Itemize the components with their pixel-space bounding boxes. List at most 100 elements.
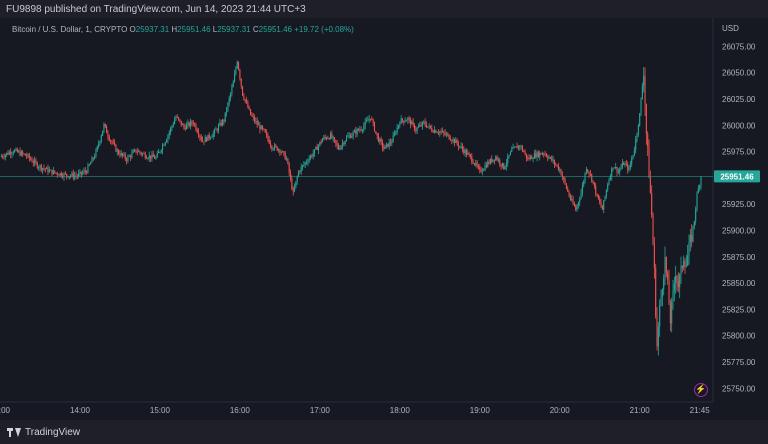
- brand-name: TradingView: [25, 427, 81, 438]
- candle-body: [7, 152, 9, 155]
- candle-body: [636, 133, 638, 140]
- candle-body: [78, 173, 80, 177]
- candle-body: [253, 117, 256, 122]
- candle-body: [123, 154, 125, 156]
- candle-body: [499, 159, 501, 165]
- candle-body: [415, 129, 417, 131]
- candle-body: [12, 152, 14, 154]
- candle-body: [644, 76, 646, 105]
- candle-body: [323, 137, 325, 140]
- candle-body: [332, 137, 334, 139]
- candle-body: [520, 146, 522, 148]
- price-chart[interactable]: 26075.00 26050.00 26025.00 26000.00 25975.00…: [0, 18, 768, 420]
- candle-body: [203, 141, 205, 143]
- candle-body: [66, 173, 68, 176]
- candle-body: [675, 276, 677, 284]
- candle-body: [43, 168, 45, 169]
- candle-body: [479, 167, 481, 170]
- candle-body: [55, 172, 57, 174]
- candle-body: [373, 122, 376, 132]
- candle-body: [461, 146, 464, 150]
- candle-body: [597, 194, 599, 200]
- candle-body: [28, 154, 30, 159]
- candle-body: [355, 130, 357, 134]
- candle-body: [420, 124, 422, 126]
- candle-body: [300, 166, 302, 172]
- candle-body: [477, 166, 479, 168]
- candle-body: [236, 61, 238, 68]
- candle-body: [162, 145, 164, 151]
- candle-body: [281, 151, 284, 153]
- candle-body: [331, 133, 333, 139]
- candle-body: [119, 153, 121, 156]
- candle-body: [596, 194, 598, 195]
- candle-body: [496, 156, 498, 160]
- candle-body: [487, 161, 489, 168]
- candle-body: [132, 151, 134, 153]
- candle-body: [30, 158, 32, 160]
- candle-body: [595, 185, 597, 195]
- candle-body: [388, 142, 390, 147]
- candle-body: [143, 153, 145, 155]
- candle-body: [443, 131, 445, 133]
- candle-body: [452, 139, 454, 142]
- legend-open: 25937.31: [135, 25, 170, 34]
- candle-body: [283, 151, 285, 153]
- x-tick-label: 16:00: [230, 406, 251, 415]
- legend-open-label: O: [129, 25, 136, 34]
- candle-body: [199, 135, 201, 138]
- candle-body: [277, 149, 280, 151]
- candle-body: [587, 169, 589, 172]
- candle-body: [463, 149, 465, 154]
- legend-change: +19.72 (+0.08%): [294, 25, 354, 34]
- candle-body: [224, 112, 226, 122]
- candle-body: [693, 220, 695, 227]
- x-tick-label: 17:00: [310, 406, 331, 415]
- legend-high: 25951.46: [177, 25, 211, 34]
- candle-body: [691, 234, 693, 242]
- candle-body: [585, 169, 587, 174]
- candle-body: [548, 157, 550, 159]
- candle-body: [19, 151, 21, 156]
- chart-area[interactable]: [0, 18, 768, 420]
- candle-body: [130, 155, 132, 158]
- candle-body: [359, 129, 361, 131]
- candle-body: [459, 146, 461, 148]
- candle-body: [648, 146, 650, 178]
- tradingview-brand[interactable]: TradingView: [7, 427, 80, 438]
- candle-body: [549, 157, 551, 158]
- candle-body: [401, 118, 404, 121]
- y-tick-label: 25825.00: [722, 305, 756, 314]
- candle-body: [433, 130, 436, 133]
- candle-body: [485, 165, 487, 168]
- candle-body: [163, 145, 165, 146]
- candle-body: [156, 153, 158, 158]
- candle-body: [260, 126, 262, 130]
- candle-body: [376, 132, 378, 136]
- candle-body: [164, 142, 166, 146]
- candle-body: [493, 159, 495, 161]
- candle-body: [122, 153, 124, 156]
- candle-body: [188, 122, 190, 126]
- candle-body: [242, 86, 244, 96]
- candle-body: [583, 181, 585, 186]
- candle-body: [347, 136, 349, 138]
- candle-body: [309, 155, 312, 159]
- candle-body: [11, 153, 13, 155]
- candle-body: [328, 138, 330, 139]
- flash-icon[interactable]: ⚡: [694, 383, 708, 397]
- candle-body: [59, 173, 61, 176]
- candle-body: [118, 150, 120, 154]
- candle-body: [139, 151, 141, 153]
- candle-body: [195, 124, 197, 130]
- candle-body: [476, 162, 478, 167]
- candle-body: [512, 147, 514, 150]
- candle-body: [557, 165, 559, 170]
- candle-body: [619, 169, 621, 172]
- candle-body: [273, 145, 276, 149]
- candle-body: [63, 173, 65, 178]
- candle-body: [324, 137, 326, 138]
- candle-body: [483, 169, 485, 171]
- candle-body: [427, 126, 429, 128]
- candle-body: [289, 172, 292, 179]
